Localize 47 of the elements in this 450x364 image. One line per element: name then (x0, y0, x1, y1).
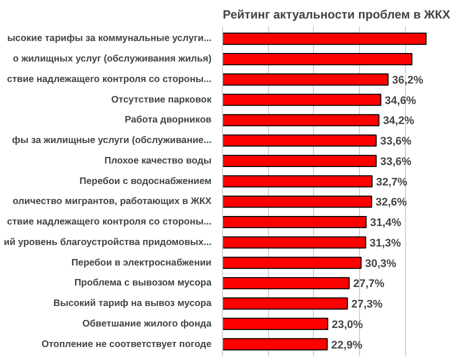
y-tick-label: Работа дворников (124, 114, 212, 126)
bar (222, 216, 367, 228)
bar (222, 256, 362, 269)
y-tick-label: о жилищных услуг (обслуживания жилья) (12, 54, 212, 65)
y-tick-label: ий уровень благоустройства придомовых... (4, 236, 212, 248)
bar (222, 196, 372, 208)
chart-title: Рейтинг актуальности проблем в ЖКХ (222, 8, 450, 22)
data-label: 30,3% (365, 258, 397, 270)
data-label: 33,6% (380, 136, 412, 148)
y-tick-label: фы за жилищные услуги (обслуживание... (12, 135, 212, 146)
bar (222, 175, 373, 188)
y-tick-label: Перебои в электроснабжении (71, 257, 212, 268)
data-label: 36,2% (392, 74, 424, 86)
y-tick-label: Перебои с водоснабжением (80, 176, 212, 187)
data-label: 22,9% (331, 339, 363, 352)
bar (222, 52, 412, 66)
data-label: 23,0% (332, 318, 364, 331)
bar (222, 134, 377, 147)
data-label: 27,3% (351, 298, 383, 311)
bar (222, 73, 389, 86)
data-label: 31,4% (370, 217, 402, 230)
data-label: 33,6% (380, 156, 412, 168)
bar (222, 94, 382, 106)
data-label: 34,2% (382, 115, 414, 128)
y-tick-label: Отсутствие парковок (111, 94, 212, 106)
bar (222, 338, 328, 350)
y-tick-label: ствие надлежащего контроля со стороны... (7, 216, 212, 228)
data-label: 32,7% (376, 176, 408, 188)
bar (222, 32, 427, 45)
y-tick-label: Обветшание жилого фонда (82, 318, 212, 330)
y-tick-label: ствие надлежащего контроля со стороны... (7, 74, 212, 85)
y-tick-label: Высокий тариф на вывоз мусора (53, 298, 212, 310)
bar (222, 297, 348, 310)
data-label: 34,6% (384, 94, 416, 107)
bar (222, 277, 350, 290)
y-tick-label: Плохое качество воды (104, 155, 212, 166)
bar (222, 154, 377, 168)
y-tick-label: Проблема с вывозом мусора (74, 278, 212, 289)
y-tick-label: ысокие тарифы за коммунальные услуги... (7, 33, 212, 44)
bar (222, 236, 366, 249)
bar (222, 114, 380, 126)
data-label: 32,6% (376, 196, 408, 209)
data-label: 27,7% (353, 278, 385, 290)
bar (222, 318, 328, 330)
y-tick-label: оличество мигрантов, работающих в ЖКХ (12, 196, 212, 208)
data-label: 31,3% (370, 237, 402, 250)
y-tick-label: Отопление не соответствует погоде (41, 338, 212, 350)
